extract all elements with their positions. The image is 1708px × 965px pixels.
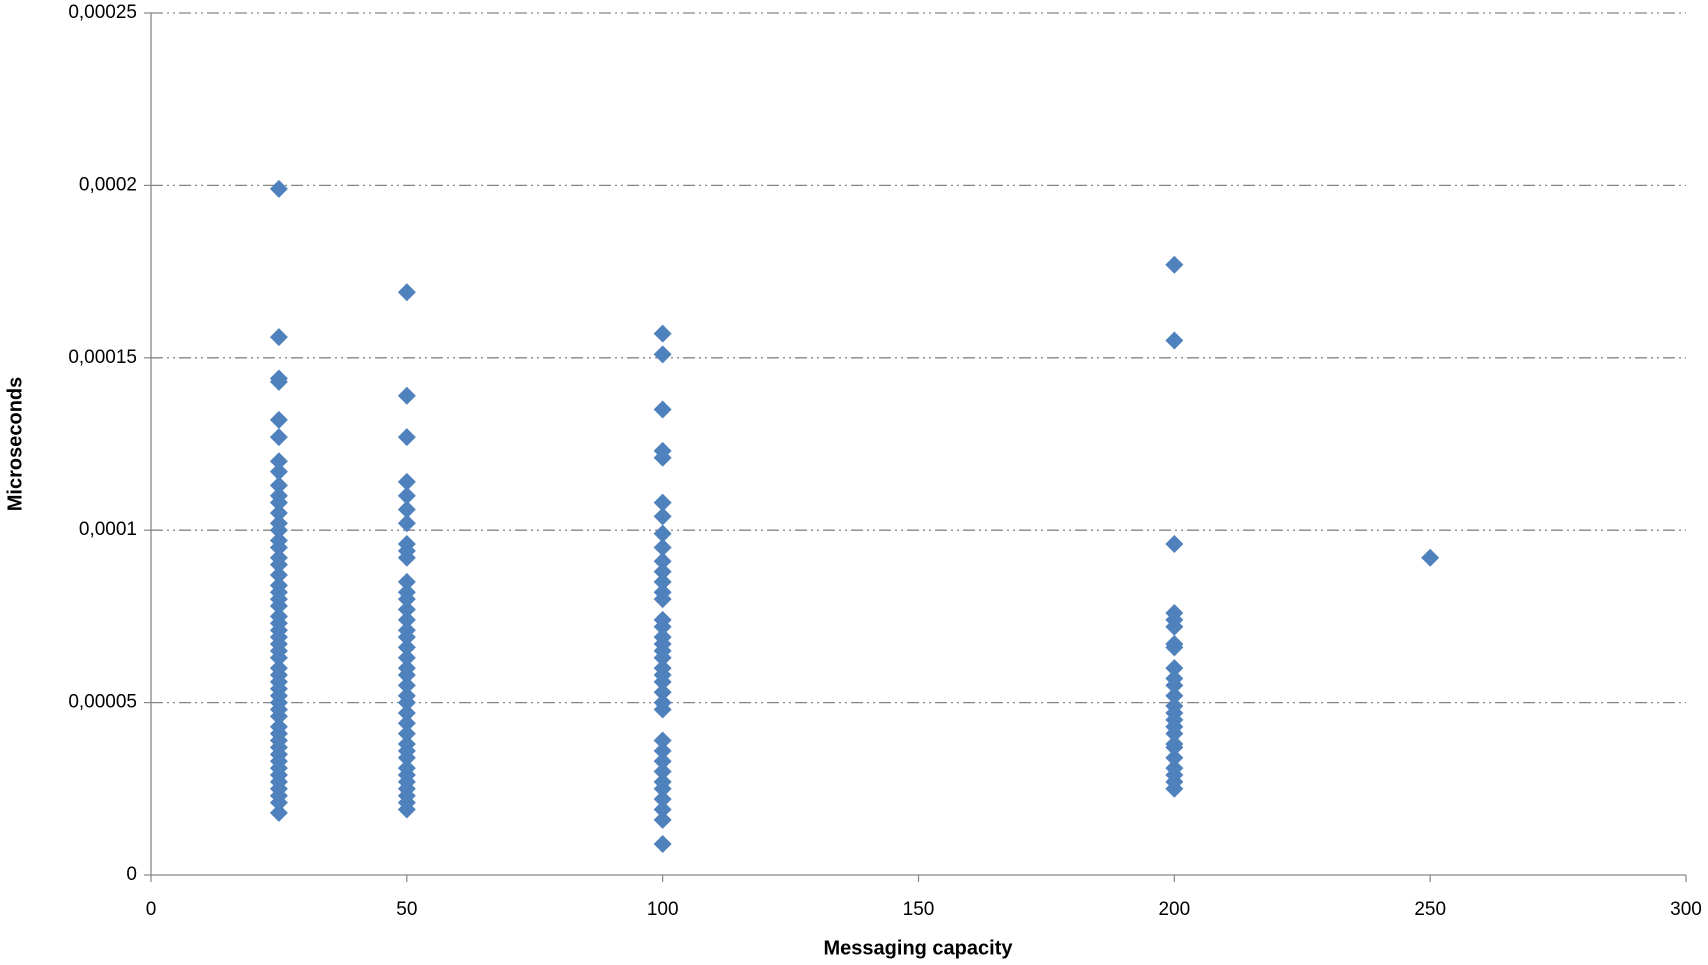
- scatter-point: [397, 548, 416, 567]
- scatter-point: [397, 386, 416, 405]
- y-tick-label: 0,00005: [68, 692, 137, 713]
- scatter-point: [653, 590, 672, 609]
- scatter-point: [653, 672, 672, 691]
- y-tick-label: 0,0002: [79, 174, 137, 195]
- x-axis-title: Messaging capacity: [824, 937, 1014, 959]
- scatter-point: [397, 610, 416, 629]
- scatter-point: [653, 752, 672, 771]
- scatter-point: [269, 793, 288, 812]
- scatter-point: [269, 803, 288, 822]
- scatter-point: [397, 666, 416, 685]
- scatter-point: [653, 400, 672, 419]
- scatter-point: [653, 324, 672, 343]
- scatter-point: [397, 600, 416, 619]
- scatter-point: [269, 328, 288, 347]
- scatter-point: [1165, 534, 1184, 553]
- scatter-point: [397, 638, 416, 657]
- scatter-point: [653, 800, 672, 819]
- x-tick-label: 250: [1414, 899, 1446, 920]
- scatter-point: [269, 521, 288, 540]
- scatter-point: [397, 676, 416, 695]
- scatter-point: [397, 472, 416, 491]
- scatter-point: [653, 731, 672, 750]
- scatter-point: [269, 179, 288, 198]
- x-tick-label: 300: [1670, 899, 1702, 920]
- scatter-point: [653, 779, 672, 798]
- scatter-point: [397, 514, 416, 533]
- scatter-point: [397, 500, 416, 519]
- y-tick-label: 0,00025: [68, 2, 137, 23]
- scatter-point: [1165, 676, 1184, 695]
- scatter-point: [1165, 638, 1184, 657]
- scatter-point: [397, 486, 416, 505]
- scatter-point: [269, 503, 288, 522]
- scatter-point: [653, 552, 672, 571]
- scatter-point: [269, 428, 288, 447]
- scatter-point: [653, 493, 672, 512]
- scatter-point: [269, 462, 288, 481]
- scatter-point: [397, 572, 416, 591]
- y-tick-label: 0,00015: [68, 347, 137, 368]
- scatter-point: [653, 562, 672, 581]
- scatter-point: [653, 762, 672, 781]
- scatter-point: [269, 372, 288, 391]
- scatter-point: [653, 648, 672, 667]
- scatter-point: [653, 790, 672, 809]
- scatter-point: [397, 628, 416, 647]
- scatter-point: [1165, 617, 1184, 636]
- scatter-point: [397, 648, 416, 667]
- scatter-point: [653, 617, 672, 636]
- scatter-point: [653, 683, 672, 702]
- scatter-point: [653, 834, 672, 853]
- x-tick-label: 200: [1158, 899, 1190, 920]
- scatter-point: [397, 283, 416, 302]
- scatter-point: [1165, 738, 1184, 757]
- x-tick-label: 100: [647, 899, 679, 920]
- scatter-point: [1165, 724, 1184, 743]
- scatter-point: [397, 428, 416, 447]
- scatter-point: [653, 448, 672, 467]
- y-axis-title: Microseconds: [4, 377, 26, 511]
- scatter-point: [269, 707, 288, 726]
- scatter-point: [653, 700, 672, 719]
- scatter-point: [653, 741, 672, 760]
- scatter-point: [397, 748, 416, 767]
- scatter-point: [269, 538, 288, 557]
- scatter-point: [1165, 255, 1184, 274]
- scatter-point: [1165, 779, 1184, 798]
- scatter-point: [269, 493, 288, 512]
- scatter-point: [397, 714, 416, 733]
- scatter-point: [269, 566, 288, 585]
- scatter-point: [397, 724, 416, 743]
- scatter-point: [269, 648, 288, 667]
- x-tick-label: 150: [903, 899, 935, 920]
- scatter-point: [1165, 686, 1184, 705]
- scatter-point: [397, 800, 416, 819]
- scatter-point: [397, 590, 416, 609]
- scatter-point: [269, 597, 288, 616]
- y-tick-label: 0: [126, 864, 137, 885]
- scatter-point: [1165, 748, 1184, 767]
- x-tick-label: 0: [146, 899, 157, 920]
- scatter-point: [269, 452, 288, 471]
- scatter-point: [1421, 548, 1440, 567]
- x-tick-label: 50: [396, 899, 417, 920]
- scatter-point: [397, 703, 416, 722]
- scatter-point: [653, 345, 672, 364]
- scatter-point: [1165, 659, 1184, 678]
- scatter-point: [653, 524, 672, 543]
- scatter-point: [397, 693, 416, 712]
- scatter-point: [653, 810, 672, 829]
- scatter-point: [269, 555, 288, 574]
- scatter-point: [653, 538, 672, 557]
- scatter-point: [269, 476, 288, 495]
- y-tick-label: 0,0001: [79, 519, 137, 540]
- scatter-point: [653, 572, 672, 591]
- scatter-point: [1165, 331, 1184, 350]
- scatter-point: [653, 507, 672, 526]
- scatter-point: [269, 410, 288, 429]
